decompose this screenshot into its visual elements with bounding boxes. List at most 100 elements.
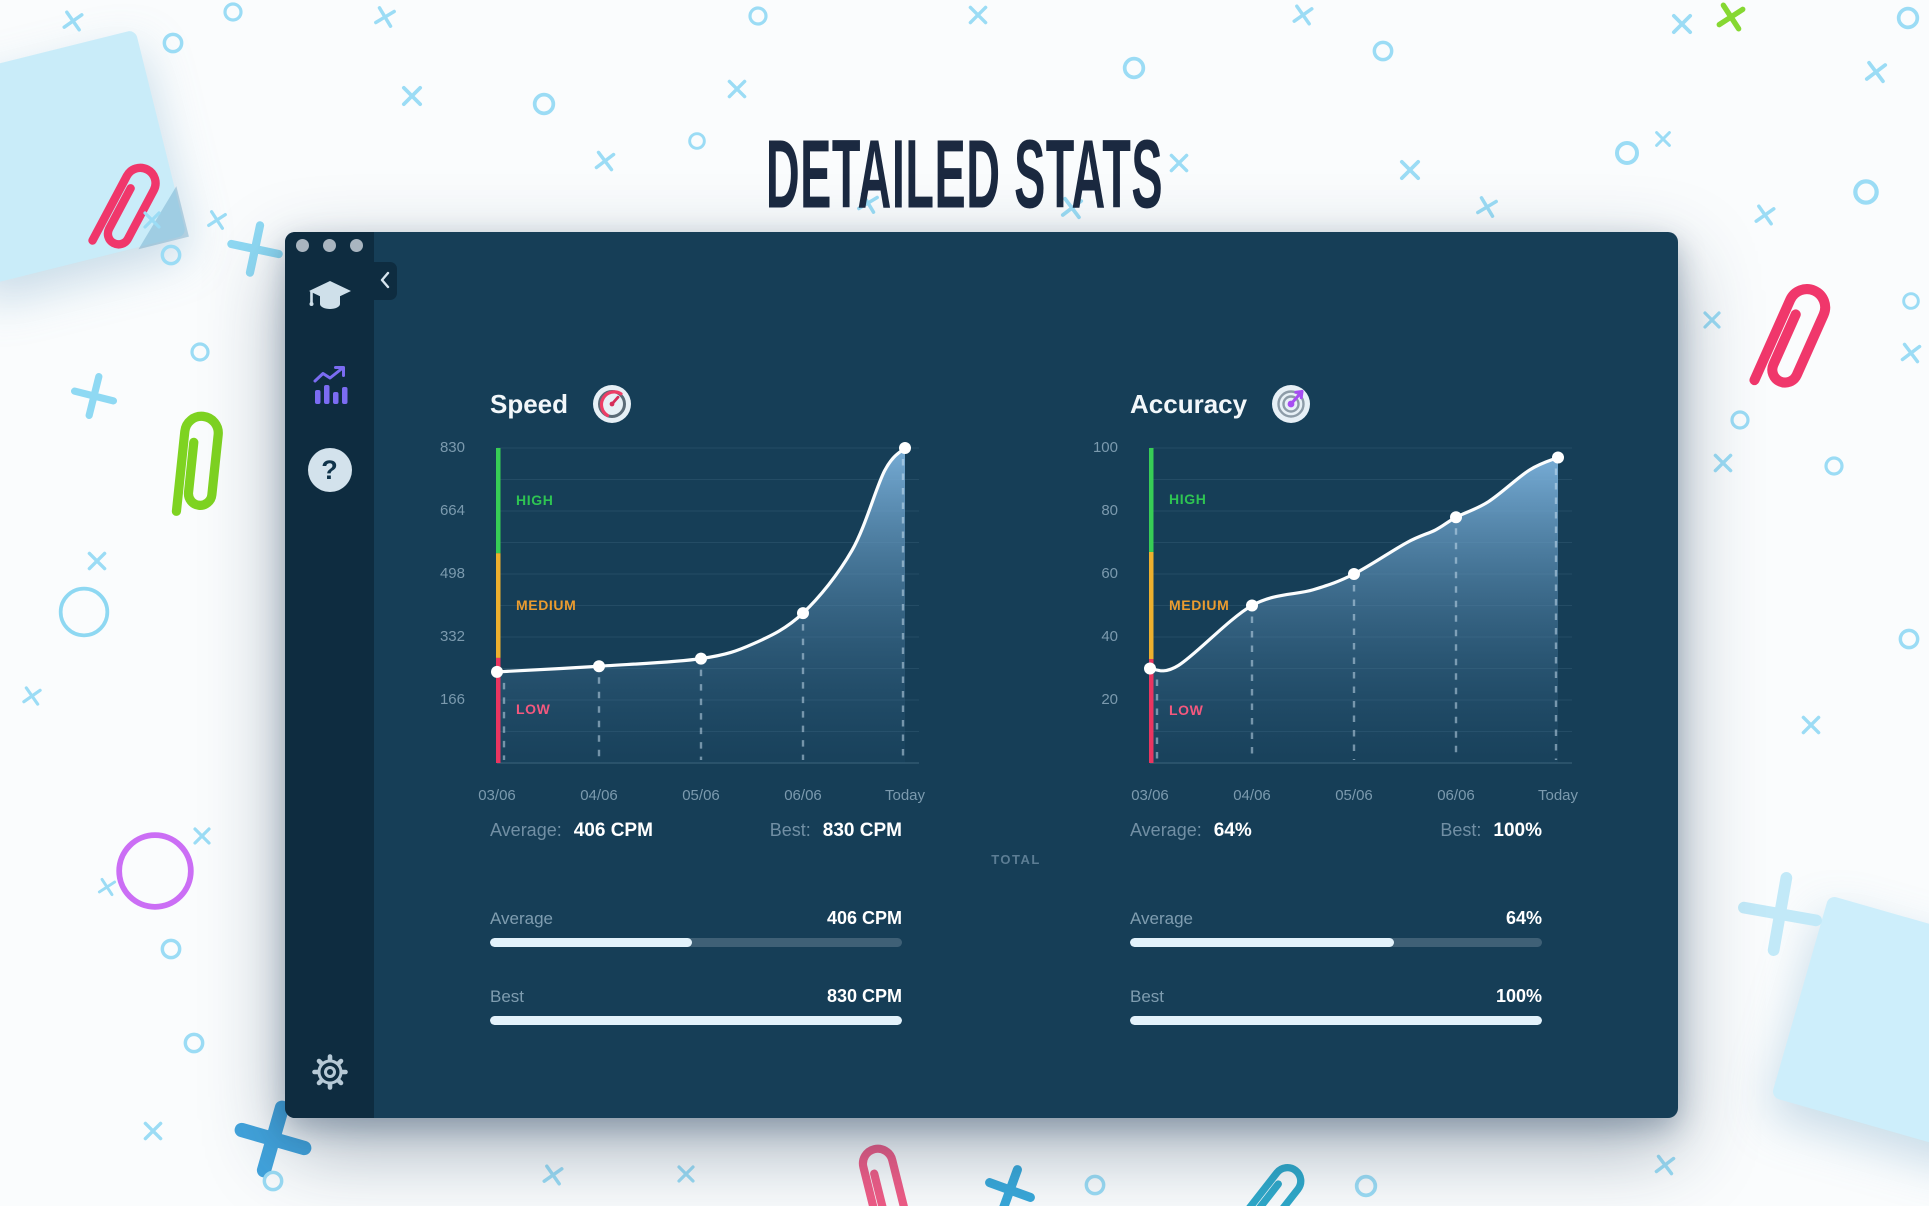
speed-total-average-value: 406 CPM bbox=[826, 908, 902, 928]
speed-chart: 830 664 498 332 166 03/06 04/06 05/06 06/06 Today… bbox=[399, 439, 925, 813]
sidebar-item-help[interactable]: ? bbox=[285, 448, 374, 492]
window-controls bbox=[296, 239, 363, 252]
decoration-circle-icon bbox=[1896, 626, 1922, 652]
x-axis-label: 06/06 bbox=[1437, 787, 1475, 804]
sidebar: ? bbox=[285, 232, 374, 1118]
decoration-x-icon bbox=[398, 82, 426, 110]
decoration-x-icon bbox=[1798, 712, 1824, 738]
accuracy-panel-header: Accuracy bbox=[1130, 384, 1311, 424]
accuracy-title: Accuracy bbox=[1130, 388, 1248, 419]
accuracy-total-average-label: Average bbox=[1130, 909, 1194, 928]
y-axis-label: 60 bbox=[1101, 565, 1118, 582]
zoom-window-button[interactable] bbox=[350, 239, 363, 252]
decoration-circle-icon bbox=[160, 30, 186, 56]
page-title: DETAILED STATS bbox=[765, 121, 1164, 230]
decoration-x-icon bbox=[724, 76, 750, 102]
decoration-circle-icon bbox=[1894, 4, 1922, 32]
progress-fill bbox=[490, 938, 692, 947]
x-axis-label: 04/06 bbox=[1233, 787, 1271, 804]
accuracy-best-row: Best 100% bbox=[1130, 986, 1542, 1025]
decoration-x-icon bbox=[94, 874, 120, 900]
speed-plot bbox=[491, 442, 919, 764]
decoration-circle-icon bbox=[1352, 1172, 1380, 1200]
decoration-circle-icon bbox=[181, 1030, 207, 1056]
sticky-note bbox=[0, 29, 189, 287]
sidebar-item-lessons[interactable] bbox=[285, 279, 374, 324]
zone-label-medium: MEDIUM bbox=[1169, 596, 1230, 613]
close-window-button[interactable] bbox=[296, 239, 309, 252]
decoration-circle-icon bbox=[1850, 176, 1882, 208]
decoration-x-icon bbox=[1711, 0, 1751, 37]
y-axis-label: 40 bbox=[1101, 628, 1118, 645]
note-fold bbox=[125, 186, 189, 250]
decoration-circle-icon bbox=[1370, 38, 1396, 64]
help-icon: ? bbox=[307, 448, 352, 492]
zone-label-medium: MEDIUM bbox=[516, 596, 577, 613]
decoration-circle-icon bbox=[1612, 138, 1642, 168]
decoration-plus-icon bbox=[65, 367, 123, 425]
y-axis-label: 20 bbox=[1101, 691, 1118, 708]
sidebar-item-stats[interactable] bbox=[285, 364, 374, 415]
x-axis-label: 06/06 bbox=[784, 787, 822, 804]
total-section-label: TOTAL bbox=[991, 852, 1041, 867]
collapse-sidebar-button[interactable] bbox=[373, 262, 397, 300]
app-window: ? bbox=[285, 232, 1678, 1118]
y-axis-label: 332 bbox=[439, 628, 465, 645]
speed-average-row: Average 406 CPM bbox=[490, 908, 902, 947]
zone-label-high: HIGH bbox=[516, 491, 554, 508]
y-axis-label: 498 bbox=[439, 565, 465, 582]
decoration-x-icon bbox=[674, 1162, 698, 1186]
speed-total-average-label: Average bbox=[490, 909, 554, 928]
progress-fill bbox=[490, 1016, 902, 1025]
decoration-circle-icon bbox=[746, 4, 770, 28]
accuracy-best-progressbar bbox=[1130, 1016, 1542, 1025]
decoration-x-icon bbox=[1896, 338, 1925, 367]
decoration-circle-icon bbox=[188, 340, 212, 364]
decoration-circle-icon bbox=[1120, 54, 1148, 82]
zone-label-low: LOW bbox=[1169, 702, 1204, 719]
decoration-x-icon bbox=[1668, 10, 1696, 38]
decoration-x-icon bbox=[1652, 128, 1674, 150]
accuracy-totals: Average 64% Best 100% bbox=[1130, 908, 1542, 1025]
speed-total-best-label: Best bbox=[490, 987, 525, 1006]
speed-best-value: 830 CPM bbox=[822, 820, 902, 841]
target-icon bbox=[1271, 384, 1311, 424]
y-axis-label: 830 bbox=[439, 439, 465, 456]
accuracy-chart: 100 80 60 40 20 03/06 04/06 05/06 06/06 Today LOW M… bbox=[1052, 439, 1578, 813]
x-axis-label: 03/06 bbox=[1131, 787, 1169, 804]
y-axis-label: 100 bbox=[1092, 439, 1118, 456]
y-axis-label: 166 bbox=[439, 691, 465, 708]
speed-totals: Average 406 CPM Best 830 CPM bbox=[490, 908, 902, 1025]
accuracy-total-best-label: Best bbox=[1130, 987, 1165, 1006]
zone-label-high: HIGH bbox=[1169, 490, 1207, 507]
sidebar-item-settings[interactable] bbox=[285, 1047, 374, 1102]
accuracy-summary: Average: 64% Best: 100% bbox=[1130, 820, 1542, 842]
paperclip-icon bbox=[1717, 251, 1867, 430]
speed-summary: Average: 406 CPM Best: 830 CPM bbox=[490, 820, 902, 842]
accuracy-average-progressbar bbox=[1130, 938, 1542, 947]
decoration-plus-icon bbox=[1729, 863, 1831, 965]
chevron-left-icon bbox=[377, 270, 393, 293]
decoration-x-icon bbox=[18, 682, 46, 710]
decoration-x-icon bbox=[538, 1160, 568, 1190]
decoration-circle-icon bbox=[158, 242, 184, 268]
decoration-x-icon bbox=[1288, 0, 1318, 30]
decoration-circle-icon bbox=[260, 1168, 286, 1194]
decoration-circle-icon bbox=[1082, 1172, 1108, 1198]
decoration-x-icon bbox=[1710, 450, 1736, 476]
accuracy-total-best-value: 100% bbox=[1495, 986, 1542, 1006]
graduation-cap-icon bbox=[306, 279, 354, 324]
decoration-x-icon bbox=[1700, 308, 1724, 332]
decoration-plus-icon bbox=[221, 215, 290, 284]
minimize-window-button[interactable] bbox=[323, 239, 336, 252]
stats-chart-icon bbox=[307, 364, 353, 415]
y-axis-label: 664 bbox=[439, 502, 465, 519]
x-axis-label: 05/06 bbox=[682, 787, 720, 804]
decoration-x-icon bbox=[1471, 191, 1503, 223]
decoration-circle-icon bbox=[1822, 454, 1846, 478]
paperclip-icon bbox=[147, 392, 249, 541]
decoration-x-icon bbox=[58, 6, 88, 36]
decoration-x-icon bbox=[369, 1, 401, 33]
decoration-circle-icon bbox=[1728, 408, 1752, 432]
